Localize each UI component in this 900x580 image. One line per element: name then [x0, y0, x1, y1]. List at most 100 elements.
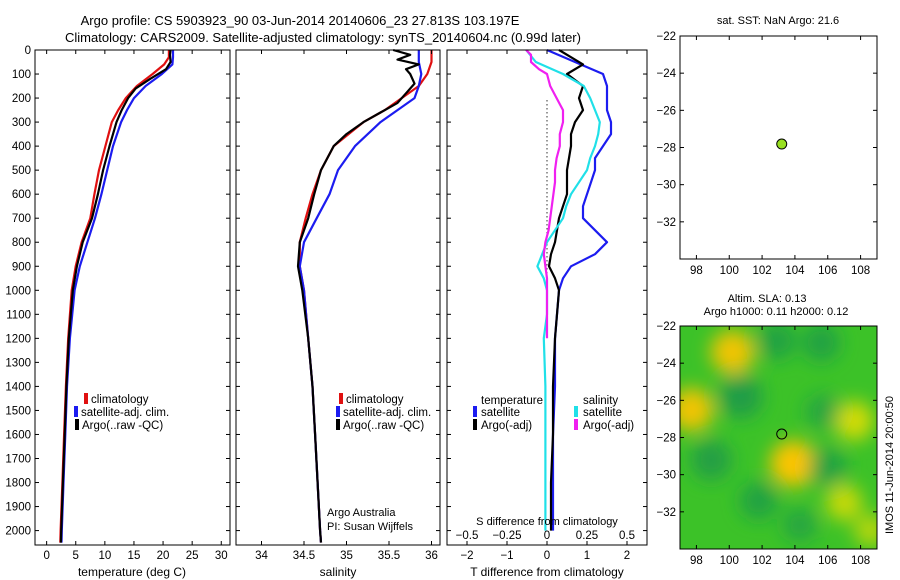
y-tick-label: −22	[656, 321, 676, 333]
legend-swatch-sal-argo	[574, 419, 578, 430]
x-tick-label: 104	[785, 265, 805, 277]
credit-line-1: Argo Australia	[327, 507, 396, 519]
y-tick-label: 1900	[5, 502, 31, 514]
y-tick-label: 1100	[6, 309, 31, 321]
t-difference-x-axis-label: T difference from climatology	[470, 565, 624, 579]
positive-anomaly-region	[770, 440, 817, 487]
x-tick-label: 30	[215, 550, 228, 562]
salinity-plot-frame	[235, 49, 441, 546]
figure-title-line-2: Climatology: CARS2009. Satellite-adjuste…	[65, 30, 581, 45]
negative-anomaly-region	[718, 374, 763, 419]
negative-anomaly-region	[808, 448, 847, 487]
temperature-profile-lines	[59, 49, 175, 543]
s-difference-axis-label: S difference from climatology	[476, 516, 618, 528]
x-tick-label: 98	[690, 555, 703, 567]
x-tick-label: −1	[500, 550, 513, 562]
x-tick-label: 20	[157, 550, 170, 562]
salinity-legend: climatology satellite-adj. clim. Argo(..…	[336, 393, 431, 432]
y-tick-label: 800	[12, 237, 31, 249]
s-tick-label: 0	[544, 530, 550, 542]
positive-anomaly-region	[854, 514, 877, 547]
location-map-chart: sat. SST: NaN Argo: 21.6 98 100 102 104 106 1…	[656, 15, 878, 277]
legend-label-temp-argo: Argo(-adj)	[481, 420, 532, 432]
difference-profile-lines	[525, 48, 613, 531]
x-tick-label: 102	[752, 555, 771, 567]
legend-label-climatology: climatology	[91, 394, 149, 406]
legend-title-temperature: temperature	[481, 395, 543, 407]
location-map-title: sat. SST: NaN Argo: 21.6	[717, 15, 839, 27]
negative-anomaly-region	[690, 439, 732, 481]
y-tick-label: −32	[656, 217, 676, 229]
legend-title-salinity: salinity	[583, 395, 618, 407]
legend-label-climatology: climatology	[346, 394, 404, 406]
y-tick-label: 1300	[5, 357, 31, 369]
y-tick-label: −22	[656, 31, 676, 43]
series-line-satellite-adj-clim-	[60, 50, 175, 543]
temperature-profile-chart: 0 5 10 15 20 25 300100200300400500600700800900…	[5, 45, 231, 579]
y-tick-label: 2000	[5, 526, 31, 538]
difference-legend: temperature satellite Argo(-adj) salinit…	[473, 395, 634, 432]
legend-swatch-argo	[336, 419, 340, 430]
legend-swatch-climatology	[84, 393, 88, 404]
negative-anomaly-region	[757, 326, 796, 360]
series-line-salinity-satellite	[525, 49, 601, 531]
legend-swatch-satellite-clim	[336, 406, 340, 417]
location-map-marker	[776, 138, 788, 150]
y-tick-label: −30	[656, 180, 676, 192]
series-line-climatology	[59, 50, 170, 543]
x-tick-label: 15	[128, 550, 141, 562]
y-tick-label: 900	[12, 261, 31, 273]
y-tick-label: 200	[12, 93, 31, 105]
y-tick-label: 1700	[5, 453, 31, 465]
salinity-x-axis-label: salinity	[320, 565, 357, 579]
altimetry-map-axis-ticks: 98 100 102 104 106 108 −22 −24 −26 −28 −30 −32	[656, 321, 877, 567]
x-tick-label: 100	[720, 265, 739, 277]
y-tick-label: 1500	[5, 405, 31, 417]
temperature-legend: climatology satellite-adj. clim. Argo(..…	[74, 393, 169, 432]
legend-label-temp-satellite: satellite	[481, 407, 520, 419]
negative-anomaly-region	[739, 481, 778, 520]
y-tick-label: 1800	[5, 478, 31, 490]
y-tick-label: 700	[12, 213, 31, 225]
x-tick-label: −2	[460, 550, 473, 562]
x-tick-label: 108	[851, 265, 870, 277]
legend-swatch-satellite-clim	[74, 406, 78, 417]
x-tick-label: 108	[851, 555, 870, 567]
y-tick-label: 400	[12, 141, 31, 153]
altimetry-map-title-line-2: Argo h1000: 0.11 h2000: 0.12	[704, 306, 849, 318]
y-tick-label: 300	[12, 117, 31, 129]
x-tick-label: 25	[186, 550, 199, 562]
x-tick-label: 0	[544, 550, 550, 562]
x-tick-label: 5	[73, 550, 79, 562]
positive-anomaly-region	[710, 330, 755, 374]
s-tick-label: −0.5	[456, 530, 479, 542]
positive-anomaly-region	[834, 401, 874, 441]
legend-label-satellite-clim: satellite-adj. clim.	[343, 407, 431, 419]
y-tick-label: −26	[656, 105, 676, 117]
y-tick-label: −26	[656, 395, 676, 407]
y-tick-label: 100	[12, 69, 31, 81]
x-tick-label: 104	[785, 555, 805, 567]
altimetry-map-chart: Altim. SLA: 0.13 Argo h1000: 0.11 h2000:…	[656, 293, 896, 567]
y-tick-label: −32	[656, 507, 676, 519]
y-tick-label: −28	[656, 143, 676, 155]
legend-swatch-temp-satellite	[473, 406, 477, 417]
salinity-axis-ticks: 34 34.5 35 35.5 36	[236, 49, 440, 562]
series-line-salinity-argo-adj-	[525, 49, 565, 339]
series-line-temperature-argo-adj-	[547, 49, 585, 531]
float-location-marker	[776, 138, 788, 150]
location-map-axis-ticks: 98 100 102 104 106 108 −22 −24 −26 −28 −30 −32	[656, 31, 877, 277]
y-tick-label: −24	[656, 68, 676, 80]
altimetry-map-title-line-1: Altim. SLA: 0.13	[728, 293, 807, 305]
x-tick-label: 35.5	[378, 550, 400, 562]
legend-swatch-temp-argo	[473, 419, 477, 430]
negative-anomaly-region	[782, 507, 817, 542]
y-tick-label: 1000	[5, 285, 31, 297]
y-tick-label: 500	[12, 165, 31, 177]
x-tick-label: 36	[425, 550, 438, 562]
x-tick-label: 2	[624, 550, 630, 562]
difference-profile-chart: −2 −1 0 1 2 −0.5 −0.25 0 0.25 0.5 T difference fr…	[446, 48, 648, 579]
legend-swatch-climatology	[339, 393, 343, 404]
negative-anomaly-region	[805, 394, 840, 429]
